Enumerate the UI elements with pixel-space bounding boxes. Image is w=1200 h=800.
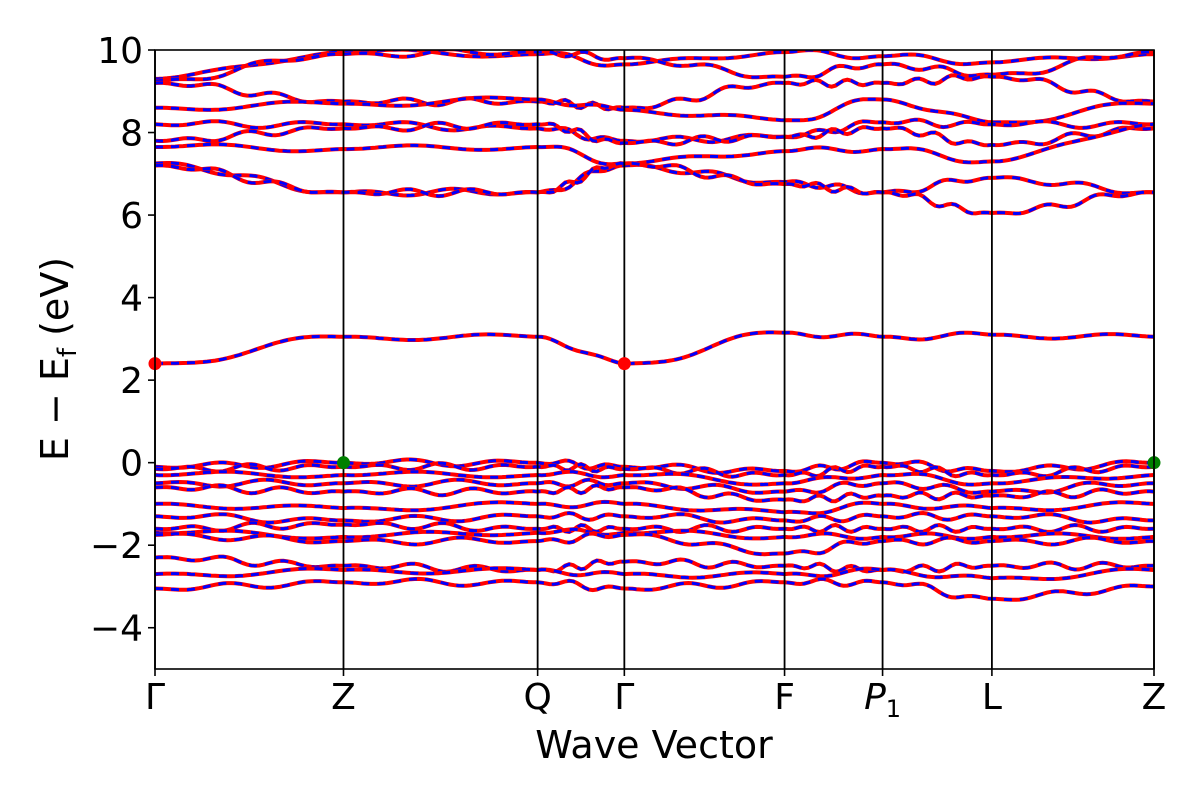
y-axis-ticks: −4 −2 0 2 4 6 8 10: [90, 31, 155, 650]
y-axis-title-unit: (eV): [33, 257, 77, 348]
y-tick-label: 10: [97, 31, 143, 72]
x-tick-label: Z: [331, 677, 356, 718]
band-line-spin-down: [155, 118, 1154, 144]
x-tick-label: Z: [1142, 677, 1167, 718]
band-line-spin-up: [155, 510, 1154, 525]
band-line-spin-down: [155, 161, 1154, 216]
band-line-spin-down: [155, 483, 1154, 503]
band-line-spin-down: [155, 121, 1154, 147]
band-line-spin-down: [155, 577, 1154, 602]
x-axis-ticks: Γ Z Q Γ F P1 L Z: [145, 669, 1166, 723]
x-tick-label: P1: [864, 677, 901, 723]
x-tick-label: L: [982, 677, 1002, 718]
y-axis-title-main: E − E: [33, 357, 77, 461]
band-line-spin-down: [155, 531, 1154, 556]
cbm-marker: [617, 357, 631, 371]
x-tick-label: F: [774, 677, 795, 718]
band-line-spin-down: [155, 566, 1154, 581]
band-line-spin-down: [155, 73, 1154, 111]
x-tick-label: Γ: [145, 677, 165, 718]
plot-frame: [154, 49, 1155, 670]
y-tick-label: 8: [120, 114, 143, 155]
x-tick-label: Γ: [614, 677, 634, 718]
band-line-spin-down: [155, 527, 1154, 541]
vbm-marker: [336, 456, 350, 470]
y-axis-title-sub: f: [53, 347, 83, 357]
band-line-spin-up: [155, 477, 1154, 495]
y-tick-label: 6: [120, 196, 143, 237]
x-axis-title: Wave Vector: [535, 723, 773, 767]
y-tick-label: 4: [120, 279, 143, 320]
band-line-spin-up: [155, 122, 1154, 167]
band-line-spin-down: [155, 470, 1154, 487]
y-axis-title: E − Ef (eV): [33, 257, 83, 461]
band-line-spin-down: [155, 96, 1154, 124]
band-line-spin-down: [155, 500, 1154, 515]
y-tick-label: 2: [120, 361, 143, 402]
y-tick-label: 0: [120, 444, 143, 485]
band-line-spin-down: [155, 555, 1154, 574]
x-tick-label: Q: [523, 677, 551, 718]
band-line-spin-down: [155, 521, 1154, 534]
band-line-spin-down: [155, 330, 1154, 366]
y-tick-label: −4: [90, 609, 143, 650]
band-lines: [155, 50, 1154, 602]
band-line-spin-down: [155, 461, 1154, 479]
y-tick-label: −2: [90, 526, 143, 567]
